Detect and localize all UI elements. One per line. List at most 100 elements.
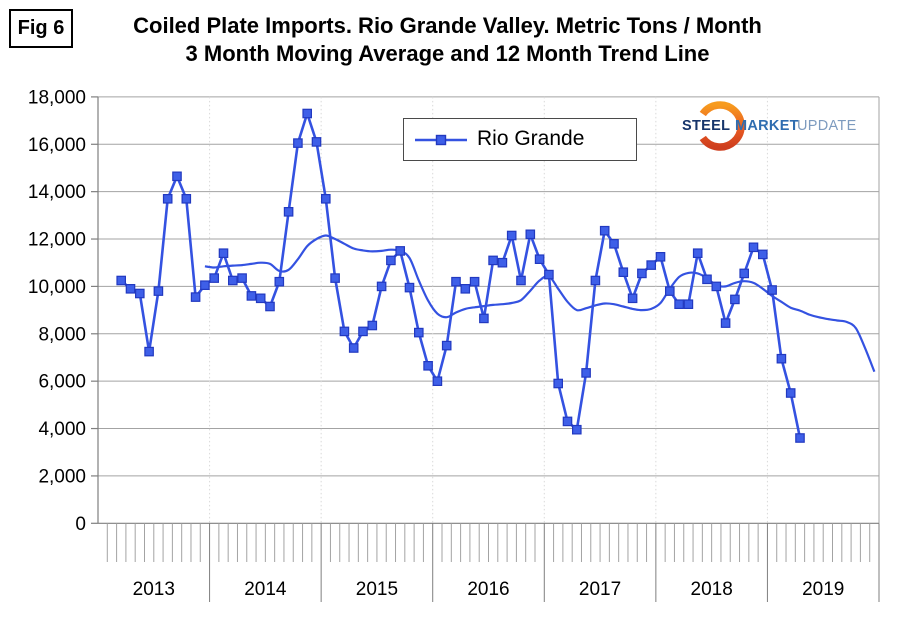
y-tick-label: 18,000 (28, 87, 86, 108)
data-point-marker (795, 433, 805, 443)
data-point-marker (506, 230, 517, 241)
data-point-marker (618, 267, 629, 277)
data-point-marker (664, 286, 675, 296)
data-point-marker (637, 268, 647, 279)
figure-label: Fig 6 (17, 17, 65, 39)
y-tick-label: 0 (75, 514, 86, 535)
chart-title: Coiled Plate Imports. Rio Grande Valley.… (15, 12, 880, 68)
logo-crescent-icon (699, 101, 745, 151)
x-axis-ticks-and-labels: 2013 2014 2015 2016 2017 2018 2019 (106, 523, 880, 602)
y-tick-label: 12,000 (28, 230, 86, 251)
data-point-marker (162, 194, 173, 204)
data-point-marker (748, 242, 759, 253)
data-point-marker (116, 275, 126, 286)
figure-label-badge: Fig 6 (9, 9, 73, 48)
data-point-marker (135, 288, 145, 299)
data-point-marker (348, 343, 359, 353)
data-point-marker (711, 281, 722, 292)
rio-grande-series-line (120, 112, 802, 439)
logo-word-market: MARKET (735, 118, 799, 134)
data-point-marker (246, 291, 257, 301)
data-point-marker (702, 274, 712, 285)
data-point-marker (516, 275, 526, 286)
data-point-marker (469, 276, 480, 287)
chart-title-line1: Coiled Plate Imports. Rio Grande Valley.… (133, 13, 762, 38)
data-point-marker (376, 281, 387, 292)
data-point-marker (692, 248, 703, 258)
y-tick-label: 10,000 (28, 277, 86, 298)
y-tick-label: 8,000 (38, 324, 86, 345)
data-point-marker (274, 276, 285, 287)
data-point-marker (265, 301, 275, 312)
year-label: 2015 (356, 579, 398, 600)
data-point-marker (553, 378, 563, 389)
data-point-marker (497, 257, 508, 268)
data-point-marker (544, 269, 554, 280)
data-point-marker (237, 273, 247, 283)
data-point-marker (609, 239, 619, 249)
data-point-marker (404, 282, 415, 293)
data-point-marker (757, 249, 768, 260)
y-axis-ticks-and-labels: 0 2,000 4,000 6,000 8,000 10,000 12,000 14,000 1… (28, 87, 98, 535)
legend-box: Rio Grande (403, 118, 637, 161)
data-point-marker (228, 275, 238, 286)
data-point-marker (283, 207, 294, 217)
rio-grande-markers (116, 108, 805, 443)
data-point-marker (367, 320, 378, 331)
data-point-marker (479, 313, 489, 324)
data-point-marker (358, 326, 368, 337)
y-tick-label: 4,000 (38, 419, 86, 440)
data-point-marker (321, 194, 331, 204)
legend-line-marker-icon (415, 134, 467, 145)
legend-label: Rio Grande (477, 126, 585, 150)
logo-word-update: UPDATE (797, 118, 857, 134)
data-point-marker (200, 280, 210, 290)
chart-title-line2: 3 Month Moving Average and 12 Month Tren… (185, 41, 710, 66)
data-point-marker (330, 273, 340, 283)
data-point-marker (153, 286, 164, 296)
data-point-marker (181, 194, 192, 204)
y-tick-label: 6,000 (38, 372, 86, 393)
data-point-marker (423, 361, 433, 371)
data-point-marker (571, 424, 582, 435)
data-point-marker (683, 299, 694, 309)
data-point-marker (739, 268, 749, 279)
data-point-marker (209, 273, 219, 283)
data-point-marker (599, 225, 610, 236)
year-label: 2013 (133, 579, 175, 600)
data-point-marker (218, 248, 229, 258)
data-point-marker (125, 284, 136, 294)
data-point-marker (720, 318, 731, 328)
data-point-marker (767, 285, 777, 295)
data-point-marker (172, 171, 182, 182)
year-boundary-guides (209, 96, 880, 524)
data-point-marker (339, 326, 350, 337)
data-point-marker (776, 353, 787, 364)
trend-line-series (204, 234, 876, 373)
data-point-marker (627, 293, 638, 304)
data-point-marker (674, 299, 684, 309)
data-point-marker (293, 138, 303, 148)
data-point-marker (534, 254, 545, 264)
logo-word-steel: STEEL (682, 118, 731, 134)
y-tick-label: 2,000 (38, 466, 86, 487)
y-tick-label: 14,000 (28, 182, 86, 203)
steel-market-update-logo: STEEL MARKET UPDATE (668, 98, 893, 160)
year-label: 2019 (802, 579, 844, 600)
year-label: 2017 (579, 579, 621, 600)
year-label: 2018 (691, 579, 733, 600)
data-point-marker (785, 388, 796, 398)
data-point-marker (311, 137, 322, 147)
data-point-marker (255, 293, 266, 304)
data-point-marker (460, 284, 471, 294)
data-point-marker (488, 255, 498, 266)
data-point-marker (451, 276, 461, 287)
data-point-marker (432, 376, 443, 386)
data-point-marker (562, 416, 573, 427)
data-point-marker (302, 108, 312, 119)
data-point-marker (525, 229, 536, 240)
data-point-marker (395, 246, 405, 256)
data-point-marker (441, 340, 452, 351)
